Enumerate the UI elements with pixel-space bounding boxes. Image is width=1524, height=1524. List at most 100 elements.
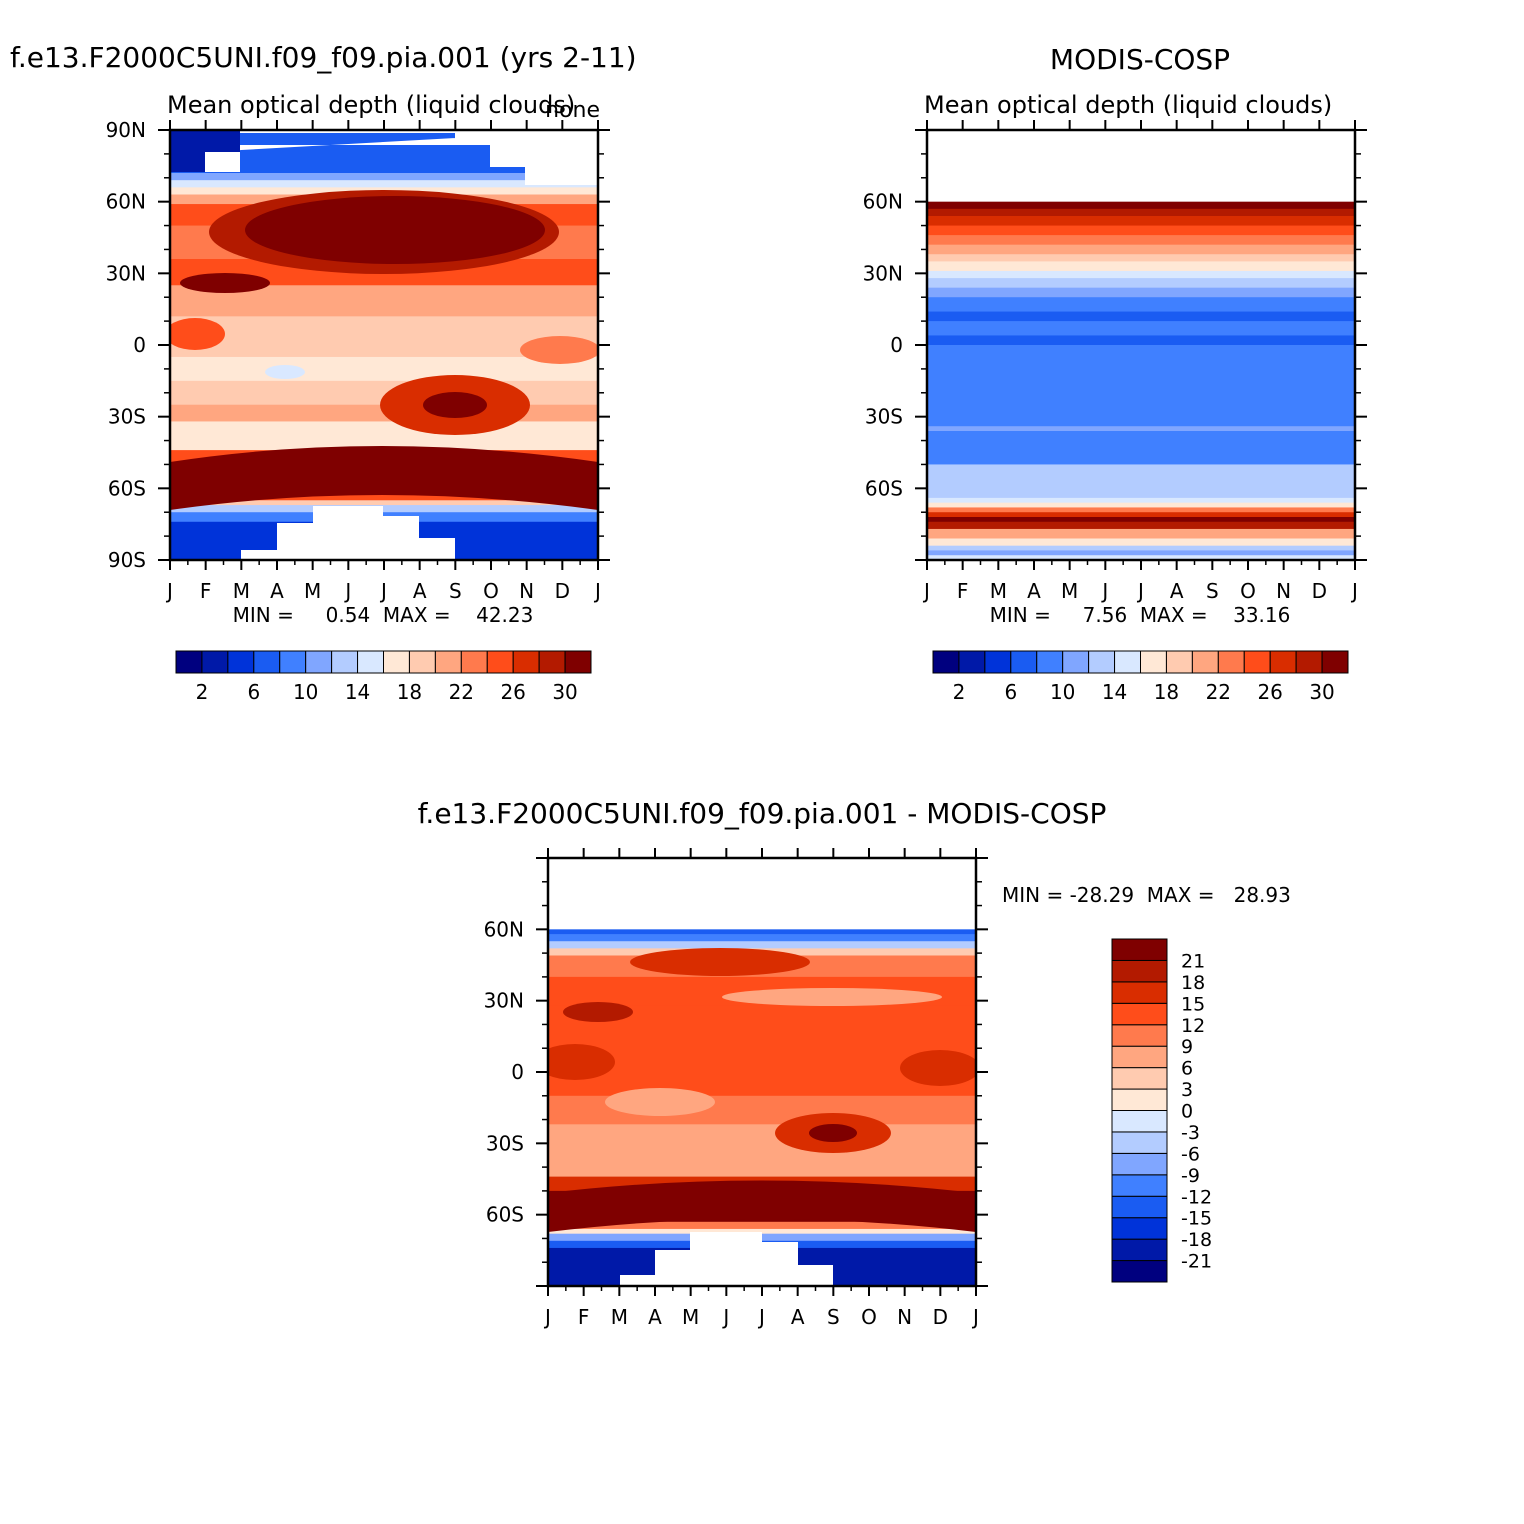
diff-xtick-label: S	[827, 1305, 840, 1329]
obs-xtick-label: D	[1312, 579, 1327, 603]
diff-title: f.e13.F2000C5UNI.f09_f09.pia.001 - MODIS…	[418, 797, 1107, 830]
obs-xtick-label: J	[922, 579, 930, 603]
diff-cbar-box	[1111, 1174, 1168, 1197]
model-cbar-label: 10	[293, 680, 318, 704]
obs-band-9	[927, 278, 1355, 289]
obs-cbar-box	[1114, 650, 1141, 674]
diff-cbar-label: 0	[1181, 1101, 1193, 1123]
obs-cbar-box	[1243, 650, 1271, 674]
obs-xtick-label: J	[1136, 579, 1144, 603]
model-xtick-label: A	[270, 579, 284, 603]
obs-cbar-label: 30	[1309, 680, 1334, 704]
diff-blob-sh-core	[809, 1124, 857, 1142]
model-ytick-label: 30S	[108, 405, 146, 429]
obs-xtick-label: O	[1240, 579, 1256, 603]
model-blob-sh-core	[423, 392, 487, 418]
obs-cbar-box	[1321, 650, 1349, 674]
obs-band-11	[927, 297, 1355, 313]
diff-xtick-label: J	[971, 1305, 979, 1329]
diff-cbar-box	[1111, 1002, 1168, 1026]
obs-cbar-box	[1010, 650, 1038, 674]
model-minmax: MIN = 0.54 MAX = 42.23	[233, 603, 534, 627]
obs-band-18	[927, 464, 1355, 499]
diff-ytick-label: 30N	[484, 989, 524, 1013]
obs-cbar-box	[1062, 650, 1090, 674]
model-missing-nw	[205, 152, 240, 172]
obs-band-1	[927, 208, 1355, 217]
model-cbar-box	[564, 650, 592, 674]
model-cbar-box	[512, 650, 540, 674]
model-cbar-box	[357, 650, 384, 674]
obs-band-19	[927, 497, 1355, 504]
diff-blob-light	[722, 988, 942, 1006]
obs-cbar-box	[1036, 650, 1064, 674]
diff-xtick-label: M	[611, 1305, 628, 1329]
diff-cbar-label: -15	[1181, 1208, 1212, 1230]
obs-cbar-box	[1165, 650, 1193, 674]
model-xtick-label: J	[593, 579, 601, 603]
diff-cbar-label: 6	[1181, 1058, 1193, 1080]
model-ytick-label: 0	[133, 333, 146, 357]
diff-ytick-label: 60N	[484, 917, 524, 941]
model-cbar-box	[460, 650, 488, 674]
obs-cbar-box	[958, 650, 986, 674]
model-xtick-label: J	[165, 579, 173, 603]
model-band-16	[170, 493, 598, 501]
model-cbar-label: 30	[552, 680, 577, 704]
obs-ytick-label: 60N	[863, 190, 903, 214]
panel-model: f.e13.F2000C5UNI.f09_f09.pia.001 (yrs 2-…	[10, 41, 637, 704]
obs-band-22	[927, 512, 1355, 518]
obs-xtick-label: J	[1350, 579, 1358, 603]
model-xtick-label: O	[483, 579, 499, 603]
diff-cbar-box	[1111, 1217, 1168, 1240]
diff-cbar-box	[1111, 1110, 1168, 1133]
model-cbar-box	[486, 650, 514, 674]
diff-xtick-label: A	[648, 1305, 662, 1329]
model-band-13	[170, 421, 598, 451]
diff-cbar-box	[1111, 1024, 1168, 1047]
diff-band-1	[548, 934, 976, 942]
diff-field	[548, 929, 976, 1286]
diff-xtick-label: M	[682, 1305, 699, 1329]
obs-band-16	[927, 426, 1355, 432]
diff-cbar-label: -6	[1181, 1143, 1200, 1165]
model-band-1	[170, 173, 598, 181]
diff-cbar-box	[1111, 1260, 1168, 1283]
model-cbar-label: 14	[345, 680, 370, 704]
diff-cbar-box	[1111, 1088, 1168, 1111]
diff-cbar-box	[1111, 1152, 1168, 1176]
obs-cbar-box	[1217, 650, 1245, 674]
model-missing-south	[241, 506, 455, 560]
model-cbar-label: 22	[449, 680, 474, 704]
panel-obs: MODIS-COSP Mean optical depth (liquid cl…	[863, 43, 1367, 704]
diff-xtick-label: F	[578, 1305, 590, 1329]
obs-xtick-label: N	[1276, 579, 1291, 603]
diff-cbar-label: 15	[1181, 993, 1205, 1015]
obs-band-23	[927, 517, 1355, 523]
obs-band-14	[927, 335, 1355, 346]
diff-blob-eq-east	[900, 1050, 976, 1086]
model-cbar-box	[331, 650, 359, 674]
obs-xtick-label: J	[1100, 579, 1108, 603]
obs-ytick-label: 30S	[865, 405, 903, 429]
model-xtick-label: D	[555, 579, 570, 603]
obs-band-29	[927, 555, 1355, 560]
obs-cbar-label: 10	[1050, 680, 1075, 704]
obs-xtick-label: M	[990, 579, 1007, 603]
model-xtick-label: F	[200, 579, 212, 603]
obs-cbar-box	[1088, 650, 1116, 674]
model-xtick-label: S	[449, 579, 462, 603]
model-missing-ne	[205, 130, 598, 185]
obs-band-7	[927, 261, 1355, 272]
obs-cbar-label: 26	[1257, 680, 1282, 704]
model-blob-east	[520, 336, 598, 364]
diff-cbar-box	[1111, 1195, 1168, 1219]
diff-ytick-label: 0	[511, 1060, 524, 1084]
obs-band-0	[927, 201, 1355, 210]
model-cbar-box	[408, 650, 436, 674]
model-subtitle: Mean optical depth (liquid clouds)	[167, 91, 575, 119]
model-ytick-label: 90S	[108, 548, 146, 572]
obs-ytick-label: 0	[890, 333, 903, 357]
obs-cbar-box	[1269, 650, 1297, 674]
model-title: f.e13.F2000C5UNI.f09_f09.pia.001 (yrs 2-…	[10, 41, 637, 74]
